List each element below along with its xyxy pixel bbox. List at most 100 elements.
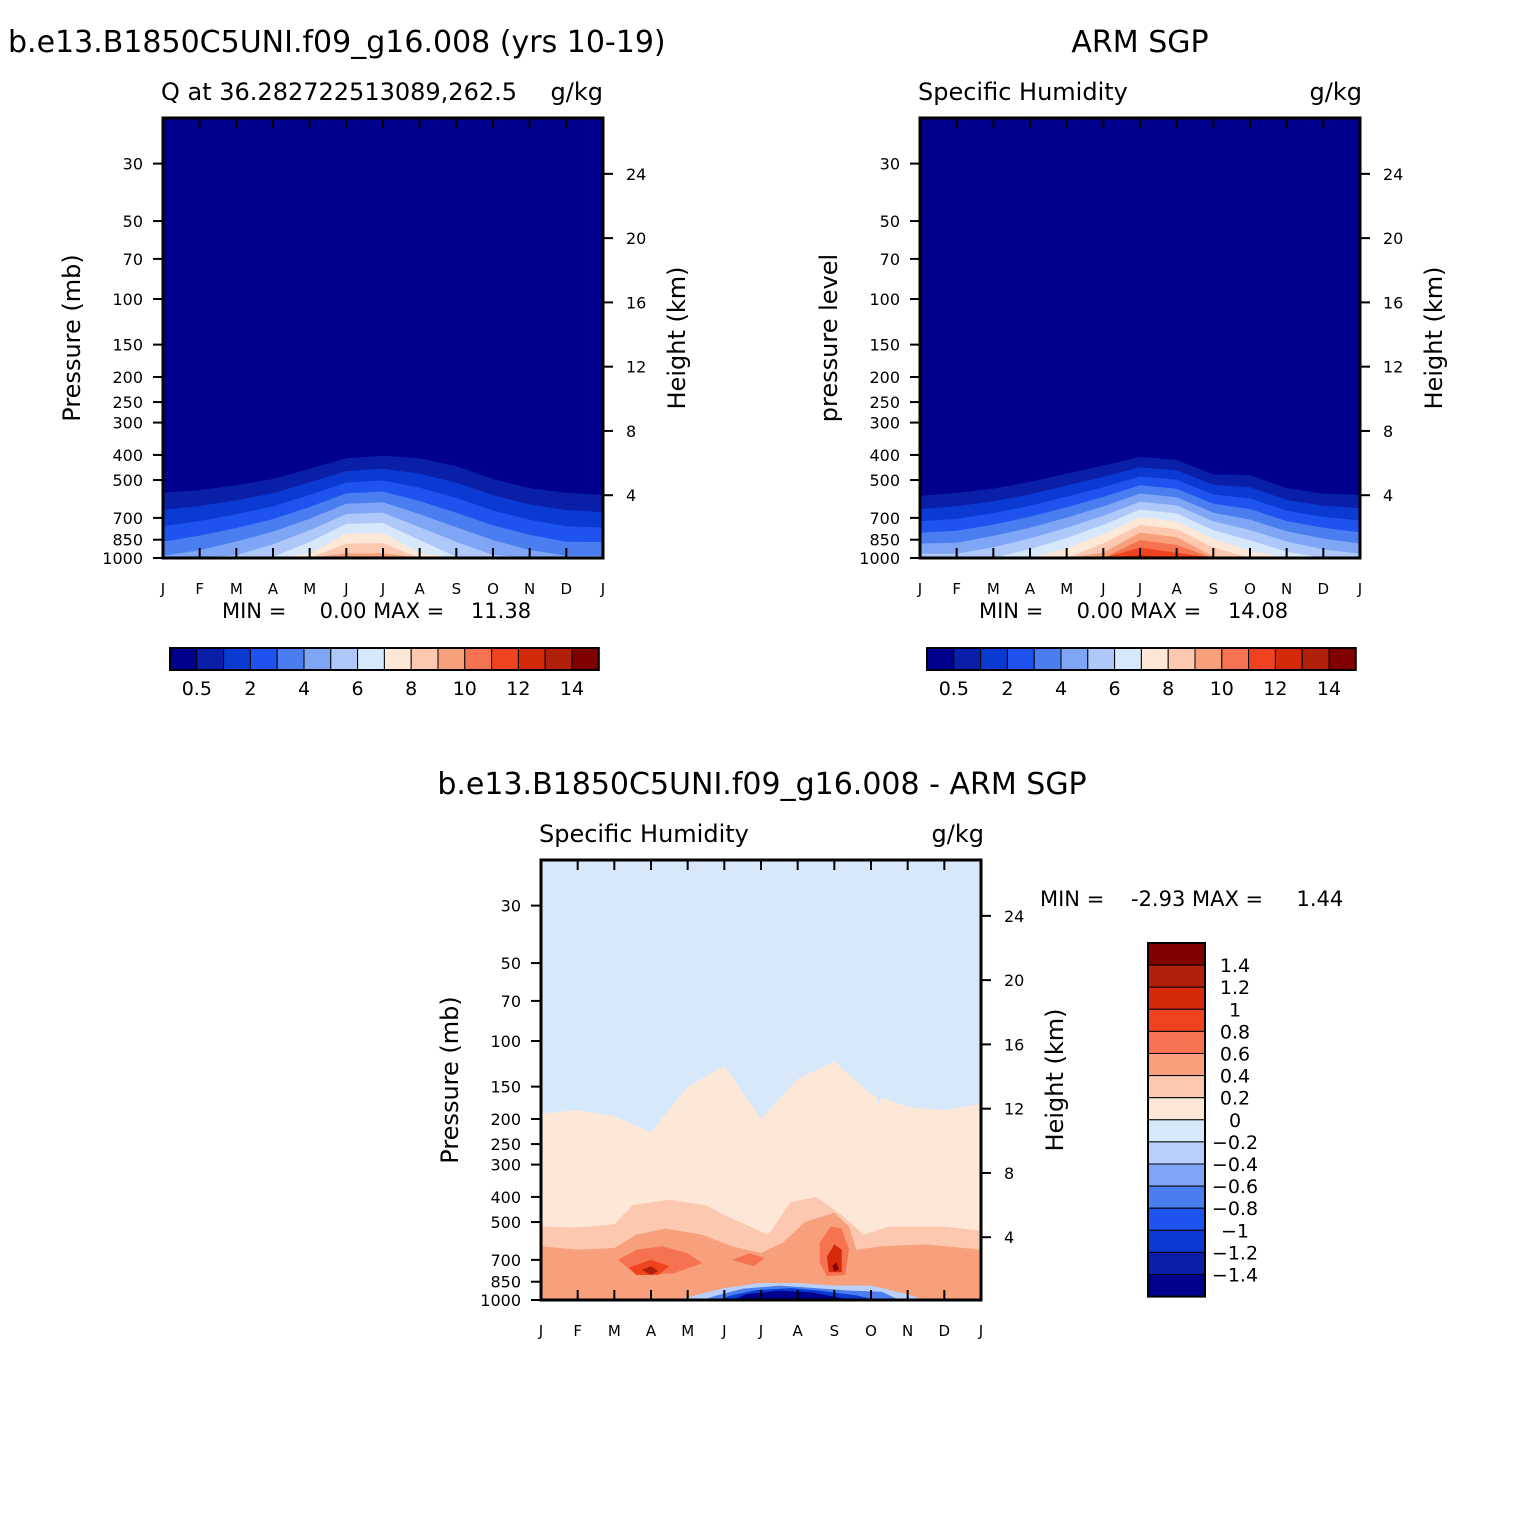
y-tick-label: 200 — [490, 1110, 521, 1129]
colorbar-swatch — [169, 647, 198, 671]
right-y-tick-label: 4 — [626, 486, 636, 505]
colorbar-label: 4 — [1055, 678, 1067, 700]
y-tick-label: 50 — [501, 954, 521, 973]
y-tick-label: 150 — [112, 336, 143, 355]
right-y-tick-label: 16 — [626, 293, 646, 312]
colorbar-label: 0.8 — [1220, 1021, 1250, 1043]
colorbar-label: 0.6 — [1220, 1044, 1250, 1066]
panel-obs-colorbar: 0.5 2 4 6 8 10 12 14 — [926, 647, 1357, 700]
colorbar-swatch — [1301, 647, 1330, 671]
y-tick-label: 850 — [112, 531, 143, 550]
colorbar-swatch — [276, 647, 305, 671]
x-tick-label: M — [987, 580, 1000, 598]
right-y-tick-label: 20 — [626, 229, 646, 248]
y-tick-label: 250 — [490, 1135, 521, 1154]
panel-obs-left-title: Specific Humidity — [918, 78, 1128, 106]
colorbar-swatch — [1087, 647, 1116, 671]
colorbar-frame — [169, 647, 600, 671]
colorbar-swatch — [517, 647, 546, 671]
panel-model-units: g/kg — [551, 78, 603, 106]
y-tick-label: 400 — [112, 446, 143, 465]
panel-diff-ylabel: Pressure (mb) — [436, 996, 464, 1163]
right-y-tick-label: 8 — [1383, 422, 1393, 441]
colorbar-swatch — [1328, 647, 1357, 671]
x-tick-label: J — [917, 580, 922, 598]
colorbar-swatch — [437, 647, 466, 671]
colorbar-swatch — [357, 647, 385, 671]
colorbar-swatch — [926, 647, 955, 671]
x-tick-label: J — [978, 1322, 983, 1340]
panel-diff: b.e13.B1850C5UNI.f09_g16.008 - ARM SGP S… — [436, 767, 1343, 1340]
y-tick-label: 700 — [869, 509, 900, 528]
colorbar-swatch — [383, 647, 412, 671]
colorbar-swatch — [1147, 1008, 1206, 1032]
panel-diff-min-max: MIN = -2.93 MAX = 1.44 — [1040, 887, 1343, 911]
panel-model-min-max: MIN = 0.00 MAX = 11.38 — [222, 599, 531, 623]
x-tick-label: F — [195, 580, 204, 598]
colorbar-label: 0.5 — [182, 678, 212, 700]
colorbar-swatch — [1147, 1274, 1206, 1298]
panel-diff-axes: J F M A M J J A S O N D J 30 50 70 100 150 200 250 300 400 500… — [480, 860, 1024, 1340]
colorbar-label: 1.4 — [1220, 955, 1250, 977]
y-tick-label: 150 — [490, 1078, 521, 1097]
x-tick-label: O — [487, 580, 499, 598]
colorbar-label: −0.2 — [1212, 1132, 1258, 1154]
colorbar-swatch — [1147, 1185, 1206, 1209]
y-tick-label: 50 — [880, 212, 900, 231]
y-tick-label: 400 — [869, 446, 900, 465]
contour-blob-positive-7 — [832, 1262, 839, 1272]
panel-diff-contour-field — [541, 860, 981, 1300]
colorbar-label: 1 — [1229, 999, 1241, 1021]
right-y-tick-label: 4 — [1004, 1228, 1014, 1247]
x-tick-label: D — [1318, 580, 1330, 598]
contour-blob-zero — [871, 1061, 890, 1104]
x-tick-label: O — [1244, 580, 1256, 598]
colorbar-swatch — [1147, 1229, 1206, 1253]
panel-model: b.e13.B1850C5UNI.f09_g16.008 (yrs 10-19)… — [8, 25, 691, 700]
panel-model-ylabel: Pressure (mb) — [58, 254, 86, 421]
right-y-tick-label: 4 — [1383, 486, 1393, 505]
x-tick-label: J — [380, 580, 385, 598]
y-tick-label: 200 — [869, 368, 900, 387]
colorbar-swatch — [303, 647, 332, 671]
colorbar-label: 12 — [1263, 678, 1287, 700]
panel-obs-min-max: MIN = 0.00 MAX = 14.08 — [979, 599, 1288, 623]
colorbar-swatch — [223, 647, 251, 671]
right-y-tick-label: 12 — [1383, 358, 1403, 377]
y-tick-label: 30 — [501, 897, 521, 916]
colorbar-swatch — [1147, 1251, 1206, 1276]
y-tick-label: 300 — [869, 414, 900, 433]
x-tick-label: J — [160, 580, 165, 598]
y-tick-label: 30 — [123, 155, 143, 174]
y-tick-label: 30 — [880, 155, 900, 174]
panel-model-colorbar: 0.5 2 4 6 8 10 12 14 — [169, 647, 600, 700]
x-tick-label: J — [343, 580, 348, 598]
colorbar-label: −1 — [1221, 1220, 1249, 1242]
colorbar-label: 8 — [405, 678, 417, 700]
panel-diff-right-ylabel: Height (km) — [1041, 1009, 1069, 1152]
colorbar-swatch — [1147, 1163, 1206, 1187]
colorbar-label: 0 — [1229, 1110, 1241, 1132]
colorbar-swatch — [464, 647, 493, 671]
colorbar-swatch — [1147, 1030, 1206, 1055]
x-tick-label: J — [600, 580, 605, 598]
right-y-tick-label: 16 — [1383, 293, 1403, 312]
contour-band-positive-2 — [541, 1212, 981, 1300]
y-tick-label: 700 — [490, 1251, 521, 1270]
y-tick-label: 70 — [880, 250, 900, 269]
panel-obs-axes: J F M A M J J A S O N D J 30 50 70 100 150 200 250 300 400 500… — [859, 118, 1403, 598]
colorbar-label: −1.4 — [1212, 1265, 1258, 1287]
contour-blob-positive-6 — [641, 1266, 659, 1275]
colorbar-frame — [926, 647, 1357, 671]
colorbar-swatch — [1147, 1097, 1206, 1121]
colorbar-swatch — [196, 647, 225, 671]
y-tick-label: 850 — [490, 1273, 521, 1292]
colorbar-label: −0.6 — [1212, 1176, 1258, 1198]
x-tick-label: D — [561, 580, 573, 598]
colorbar-label: 14 — [560, 678, 584, 700]
x-tick-label: M — [230, 580, 243, 598]
x-tick-label: M — [1060, 580, 1073, 598]
panel-model-axes: J F M A M J J A S O N D J 30 50 70 100 150 200 250 300 400 500… — [102, 118, 646, 598]
x-tick-label: M — [608, 1322, 621, 1340]
y-tick-label: 500 — [112, 471, 143, 490]
